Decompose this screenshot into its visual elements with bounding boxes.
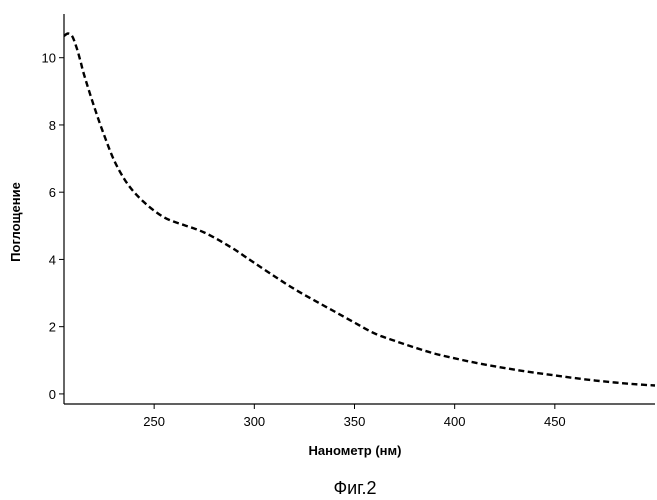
y-tick-label: 2 — [49, 320, 56, 335]
y-tick-label: 10 — [42, 51, 56, 66]
y-tick-label: 6 — [49, 185, 56, 200]
y-ticks: 0 2 4 6 8 10 — [42, 51, 64, 402]
series-line — [64, 34, 655, 386]
x-tick-label: 350 — [344, 414, 366, 429]
x-tick-label: 450 — [544, 414, 566, 429]
y-tick-label: 8 — [49, 118, 56, 133]
x-tick-label: 400 — [444, 414, 466, 429]
y-axis-title: Поглощение — [8, 182, 23, 262]
x-ticks: 250 300 350 400 450 — [143, 404, 565, 429]
figure-caption: Фиг.2 — [333, 478, 376, 498]
y-tick-label: 0 — [49, 387, 56, 402]
x-tick-label: 300 — [243, 414, 265, 429]
x-axis-title: Нанометр (нм) — [309, 443, 402, 458]
x-tick-label: 250 — [143, 414, 165, 429]
y-tick-label: 4 — [49, 252, 56, 267]
